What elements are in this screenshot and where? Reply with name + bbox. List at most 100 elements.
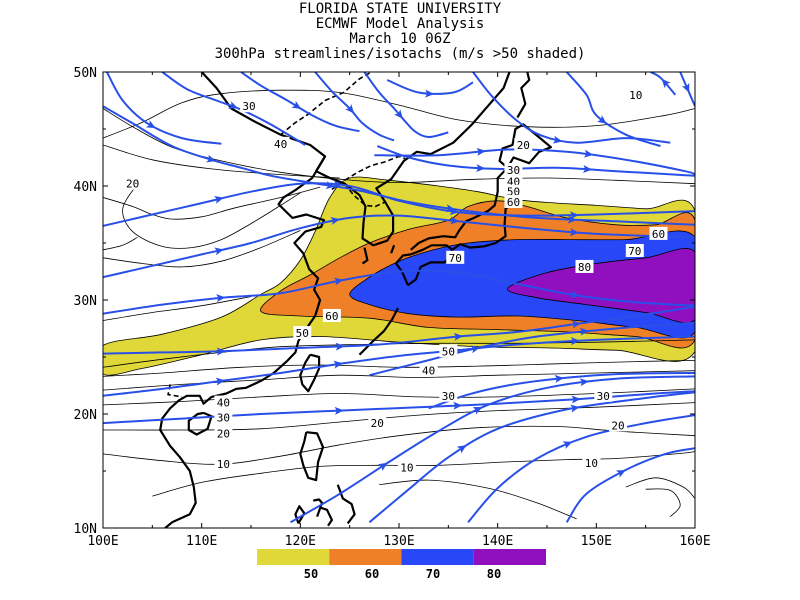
lon-label: 150E [581,534,612,549]
colorbar-swatch [257,549,330,565]
isotach-contours [103,89,695,520]
streamline-arrow [554,374,564,383]
contour-label-bg [446,250,465,264]
isotach-contour [103,402,695,431]
latitude-labels: 50N 40N 30N 20N 10N [74,66,97,537]
streamline-arrow [145,120,156,129]
contour-label: 20 [517,139,530,152]
contour-label: 50 [296,327,309,340]
country-border [344,183,386,208]
isotach-contour [645,488,681,517]
lon-label: 110E [186,534,217,549]
contour-label-bg [504,194,523,208]
streamline-arrow [449,207,460,216]
contour-label-bg [439,388,458,402]
coastline [516,72,531,119]
colorbar-label: 70 [426,567,440,581]
streamline-arrow [582,164,593,173]
coastline [299,431,325,482]
lon-label: 140E [482,534,513,549]
contour-label-bg [575,259,594,273]
contour-label: 60 [325,310,338,323]
streamline [368,391,695,524]
streamline [289,375,695,524]
coastline [187,411,213,436]
lon-label: 130E [383,534,414,549]
contour-label: 20 [611,419,624,432]
coastline [361,247,369,265]
isotach-band-80 [507,248,695,324]
isotach-contour [103,370,695,391]
title-line-2: ECMWF Model Analysis [315,16,485,32]
contour-label-bg [582,456,601,470]
streamline-arrow [470,345,481,354]
isotach-shading [103,176,695,376]
streamline [363,72,449,138]
isotach-contour [379,479,577,520]
contour-label-bg [397,460,416,474]
streamline [565,72,661,148]
streamline-arrow [570,337,580,346]
country-border [280,72,372,136]
contour-label-bg [293,326,312,340]
coastline [319,506,333,527]
streamline [103,182,695,227]
contour-label-bg [649,226,668,240]
contour-label-bg [322,308,341,322]
contour-label-bg [214,410,233,424]
streamline [103,269,695,315]
streamline-arrow [571,395,581,404]
lon-label: 160E [679,534,710,549]
streamline-arrow [571,320,582,329]
contour-label-bg [123,176,142,190]
streamline-arrow [450,216,460,225]
colorbar-swatch [329,549,402,565]
streamline-arrow [335,342,345,351]
contour-label: 10 [585,457,598,470]
contour-label: 30 [217,411,230,424]
streamline-arrow [453,401,463,410]
streamline-arrow [216,347,226,356]
streamline [376,145,695,177]
isotach-contour [103,236,138,251]
streamline [467,414,695,523]
streamline [386,79,474,95]
streamline-arrow [334,406,344,415]
lat-label: 40N [74,180,97,195]
contour-label: 40 [274,138,287,151]
streamline [565,447,695,523]
coastline [390,244,396,254]
contour-label-bg [419,363,438,377]
longitude-labels: 100E 110E 120E 130E 140E 150E 160E [87,534,710,549]
streamline [103,335,695,397]
lon-label: 100E [87,534,118,549]
colorbar-swatch [473,549,546,565]
contour-label-bg [240,99,259,113]
colorbar-label: 50 [304,567,318,581]
contour-label-bg [514,137,533,151]
streamline-arrow [214,195,224,204]
contour-label: 50 [442,345,455,358]
streamline-arrow [206,154,216,163]
streamline-arrow [291,100,302,110]
contour-label-bg [214,426,233,440]
contour-label: 20 [126,178,139,191]
streamline-arrow [476,164,486,173]
contour-label: 80 [578,261,591,274]
streamline-arrow [472,407,483,415]
coastline [299,353,321,393]
contour-label: 30 [507,164,520,177]
lat-label: 10N [74,522,97,537]
streamline [369,321,695,377]
isotach-contour [122,183,301,249]
axis-ticks [102,71,696,529]
coastline [312,498,324,517]
streamline-arrow [681,82,690,93]
isotach-contour [103,108,695,185]
streamline [374,148,695,176]
contour-label: 30 [442,390,455,403]
colorbar-label: 80 [487,567,501,581]
streamline [679,72,695,107]
